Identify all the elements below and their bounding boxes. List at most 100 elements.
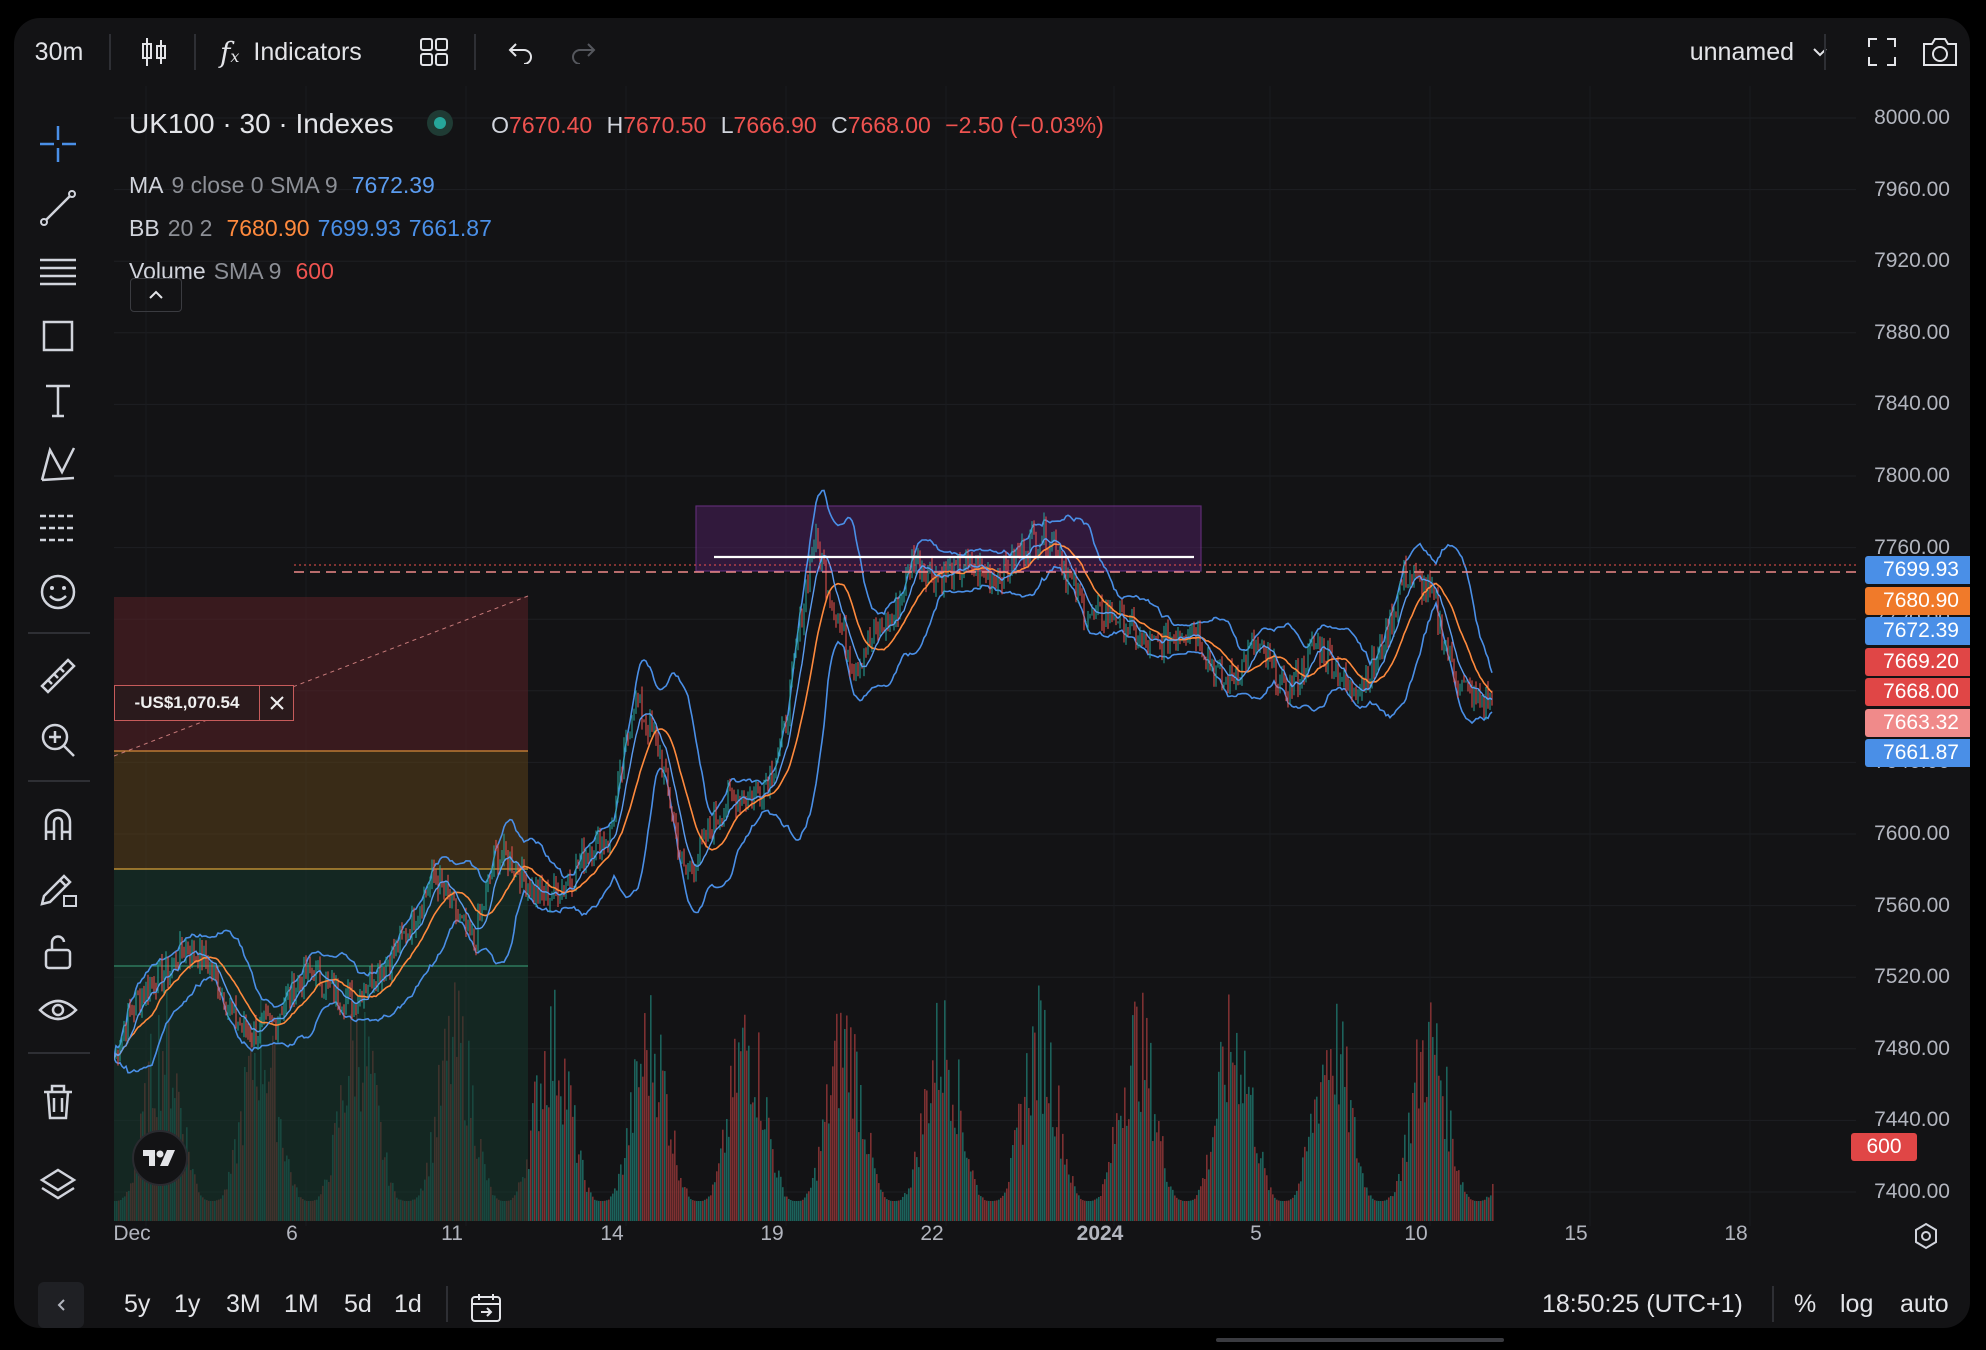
volume-bar: [896, 1200, 898, 1221]
volume-bar: [606, 1200, 608, 1221]
volume-bar: [1042, 1113, 1044, 1221]
volume-bar: [622, 1174, 624, 1221]
interval-button[interactable]: 30m: [26, 18, 92, 86]
volume-bar: [1392, 1196, 1394, 1221]
volume-bar: [728, 1136, 730, 1221]
volume-bar: [1136, 1006, 1138, 1221]
volume-bar: [1054, 1136, 1056, 1221]
time-tick: 22: [920, 1222, 944, 1245]
low-value: 7666.90: [733, 112, 817, 138]
volume-bar: [1218, 1071, 1220, 1221]
trend-line-tool[interactable]: [28, 180, 88, 236]
unlock-tool[interactable]: [28, 924, 88, 980]
volume-bar: [1002, 1195, 1004, 1221]
volume-bar: [1346, 1046, 1348, 1221]
grid-icon: [420, 38, 448, 66]
text-tool[interactable]: [28, 372, 88, 428]
bb-upper-line: [114, 489, 1493, 1059]
volume-bar: [978, 1194, 980, 1221]
bb-upper-value: 7699.93: [317, 215, 401, 241]
interval-label: 30m: [34, 37, 84, 66]
volume-bar: [670, 1139, 672, 1221]
collapse-sidebar-button[interactable]: [38, 1282, 84, 1328]
volume-bar: [534, 1081, 536, 1221]
pattern-tool[interactable]: [28, 436, 88, 492]
volume-bar: [1384, 1200, 1386, 1221]
bb-legend[interactable]: BB 20 2 7680.90 7699.93 7661.87: [129, 215, 500, 242]
crosshair-tool[interactable]: [28, 116, 88, 172]
chart-pane[interactable]: [114, 86, 1856, 1226]
volume-bar: [788, 1198, 790, 1221]
range-button-1y[interactable]: 1y: [174, 1290, 201, 1318]
hide-drawings-tool[interactable]: [28, 984, 88, 1040]
range-button-5y[interactable]: 5y: [124, 1290, 151, 1318]
volume-bar: [1086, 1200, 1088, 1221]
percent-toggle[interactable]: %: [1794, 1290, 1816, 1319]
volume-bar: [862, 1139, 864, 1221]
volume-bar: [888, 1200, 890, 1221]
remove-drawings-tool[interactable]: [28, 1074, 88, 1130]
volume-bar: [578, 1154, 580, 1221]
rectangle-tool[interactable]: [28, 308, 88, 364]
collapse-legend-button[interactable]: [130, 278, 182, 312]
ma-legend[interactable]: MA 9 close 0 SMA 9 7672.39: [129, 172, 443, 199]
volume-bar: [568, 1071, 570, 1221]
close-position-button[interactable]: [259, 686, 293, 720]
volume-bar: [1188, 1200, 1190, 1221]
price-tag-entry: 7663.32: [1865, 709, 1970, 737]
clock-label[interactable]: 18:50:25 (UTC+1): [1542, 1290, 1743, 1319]
layouts-button[interactable]: [412, 18, 456, 86]
position-pnl-label[interactable]: -US$1,070.54: [114, 685, 294, 721]
fib-tool[interactable]: [28, 244, 88, 300]
undo-button[interactable]: [498, 18, 542, 86]
auto-toggle[interactable]: auto: [1900, 1290, 1949, 1319]
symbol-legend[interactable]: UK100 · 30 · Indexes O7670.40 H7670.50 L…: [129, 108, 1112, 140]
price-tag-bb-basis: 7680.90: [1865, 587, 1970, 615]
volume-bar: [1364, 1187, 1366, 1221]
zoom-tool[interactable]: [28, 712, 88, 768]
volume-bar: [854, 1034, 856, 1221]
toolbar-divider: [1772, 1286, 1774, 1322]
snapshot-button[interactable]: [1918, 18, 1962, 86]
volume-bar: [1270, 1187, 1272, 1221]
volume-bar: [1350, 1100, 1352, 1221]
range-button-1m[interactable]: 1M: [284, 1290, 319, 1318]
range-button-5d[interactable]: 5d: [344, 1290, 372, 1318]
volume-bar: [1112, 1126, 1114, 1221]
object-tree-tool[interactable]: [28, 1158, 88, 1214]
open-label: O: [491, 112, 510, 138]
measure-tool[interactable]: [28, 648, 88, 704]
fullscreen-button[interactable]: [1862, 18, 1902, 86]
tradingview-logo[interactable]: [132, 1130, 188, 1186]
volume-bar: [844, 1029, 846, 1221]
chart-type-button[interactable]: [132, 18, 176, 86]
volume-bar: [1222, 1046, 1224, 1221]
log-toggle[interactable]: log: [1840, 1290, 1873, 1319]
volume-bar: [1262, 1151, 1264, 1221]
volume-bar: [572, 1116, 574, 1221]
volume-bar: [1138, 1101, 1140, 1221]
volume-bar: [1352, 1107, 1354, 1221]
range-button-3m[interactable]: 3M: [226, 1290, 261, 1318]
volume-bar: [1028, 1108, 1030, 1221]
volume-bar: [944, 1000, 946, 1221]
volume-bar: [552, 1080, 554, 1221]
axis-settings-button[interactable]: [1906, 1216, 1946, 1256]
emoji-tool[interactable]: [28, 564, 88, 620]
price-chart[interactable]: [114, 86, 1856, 1226]
forecast-tool[interactable]: [28, 500, 88, 556]
time-tick: 5: [1250, 1222, 1262, 1245]
volume-bar: [1052, 1127, 1054, 1221]
range-button-1d[interactable]: 1d: [394, 1290, 422, 1318]
time-tick: 15: [1564, 1222, 1588, 1245]
layout-name: unnamed: [1689, 37, 1794, 66]
volume-bar: [992, 1200, 994, 1221]
volume-bar: [784, 1196, 786, 1221]
redo-button[interactable]: [562, 18, 606, 86]
indicators-button[interactable]: fx Indicators: [220, 18, 400, 86]
lock-drawings-tool[interactable]: [28, 860, 88, 916]
go-to-date-button[interactable]: [466, 1288, 506, 1328]
volume-legend[interactable]: Volume SMA 9 600: [129, 258, 342, 285]
magnet-tool[interactable]: [28, 796, 88, 852]
layout-name-button[interactable]: unnamed: [1660, 18, 1830, 86]
